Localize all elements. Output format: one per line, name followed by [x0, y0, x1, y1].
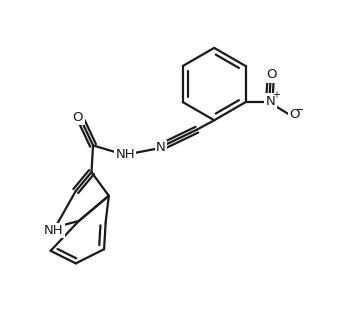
Text: N: N: [156, 141, 166, 154]
Text: N: N: [266, 95, 276, 108]
Text: NH: NH: [115, 148, 135, 161]
Text: O: O: [289, 108, 299, 121]
Text: O: O: [73, 111, 83, 124]
Text: −: −: [295, 105, 305, 115]
Text: +: +: [272, 90, 280, 100]
Text: NH: NH: [44, 224, 63, 237]
Text: O: O: [266, 68, 277, 81]
